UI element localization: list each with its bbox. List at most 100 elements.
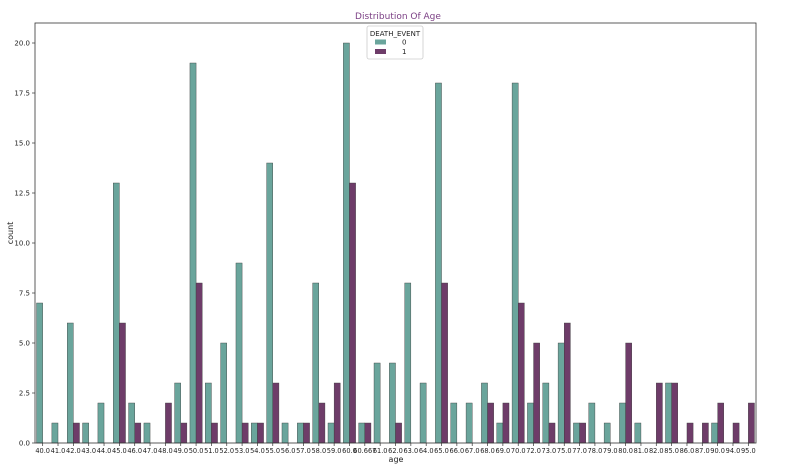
x-tick-label: 42.0 <box>66 447 81 455</box>
x-tick-label: 94.0 <box>726 447 741 455</box>
y-tick-label: 5.0 <box>19 340 30 348</box>
x-tick-label: 54.0 <box>250 447 265 455</box>
x-tick-label: 41.0 <box>51 447 66 455</box>
bar-55.0-series-1 <box>272 382 280 444</box>
chart-title: Distribution Of Age <box>355 12 441 22</box>
bar-48.0-series-1 <box>165 402 172 444</box>
bar-40.0-series-0 <box>36 302 43 444</box>
x-tick-label: 60.0 <box>342 447 357 455</box>
bar-90.0-series-1 <box>717 402 724 444</box>
bar-95.0-series-1 <box>748 402 755 444</box>
x-tick-label: 75.0 <box>557 447 572 455</box>
y-tick-label: 10.0 <box>14 240 30 248</box>
x-tick-label: 59.0 <box>327 447 342 455</box>
bar-69.0-series-1 <box>502 402 510 444</box>
x-tick-label: 46.0 <box>127 447 142 455</box>
x-tick-label: 85.0 <box>664 447 679 455</box>
bar-46.0-series-1 <box>134 422 142 444</box>
bar-78.0-series-0 <box>588 402 596 444</box>
x-tick-label: 80.0 <box>618 447 633 455</box>
x-tick-label: 53.0 <box>235 447 250 455</box>
bar-72.0-series-0 <box>527 402 534 444</box>
bar-58.0-series-0 <box>312 282 320 444</box>
x-tick-label: 70.0 <box>511 447 526 455</box>
bar-53.0-series-0 <box>235 262 243 444</box>
x-tick-label: 58.0 <box>311 447 326 455</box>
x-tick-label: 90.0 <box>710 447 725 455</box>
legend-label-1: 1 <box>402 48 406 56</box>
bar-72.0-series-1 <box>533 342 540 444</box>
x-tick-label: 95.0 <box>741 447 756 455</box>
bar-52.0-series-0 <box>220 342 227 444</box>
bar-59.0-series-1 <box>333 382 341 444</box>
bar-82.0-series-1 <box>656 382 663 444</box>
bar-53.0-series-1 <box>241 422 249 444</box>
bar-70.0-series-0 <box>511 82 519 444</box>
bar-81.0-series-0 <box>634 422 642 444</box>
x-tick-label: 69.0 <box>496 447 511 455</box>
bar-45.0-series-1 <box>119 322 126 444</box>
bar-55.0-series-0 <box>266 162 273 444</box>
bar-70.0-series-1 <box>518 302 525 444</box>
x-tick-label: 65.0 <box>434 447 449 455</box>
x-tick-label: 45.0 <box>112 447 127 455</box>
x-tick-label: 72.0 <box>526 447 541 455</box>
bar-94.0-series-1 <box>732 422 740 444</box>
bar-45.0-series-0 <box>113 182 120 444</box>
x-tick-label: 40.0 <box>35 447 50 455</box>
bar-68.0-series-1 <box>487 402 494 444</box>
x-tick-label: 82.0 <box>649 447 664 455</box>
bar-56.0-series-0 <box>281 422 289 444</box>
legend-title: DEATH_EVENT <box>370 30 421 38</box>
bar-68.0-series-0 <box>481 382 488 444</box>
x-tick-label: 63.0 <box>403 447 418 455</box>
bar-86.0-series-1 <box>686 422 694 444</box>
x-tick-label: 73.0 <box>542 447 557 455</box>
bar-50.0-series-0 <box>189 62 197 444</box>
x-tick-label: 77.0 <box>572 447 587 455</box>
legend-swatch-0 <box>375 39 386 45</box>
y-tick-label: 0.0 <box>19 440 30 448</box>
bar-77.0-series-0 <box>573 422 580 444</box>
bar-77.0-series-1 <box>579 422 586 444</box>
bar-54.0-series-0 <box>251 422 258 444</box>
x-tick-label: 62.0 <box>388 447 403 455</box>
x-tick-label: 56.0 <box>281 447 296 455</box>
x-tick-label: 44.0 <box>97 447 112 455</box>
bar-42.0-series-0 <box>67 322 74 444</box>
x-tick-label: 49.0 <box>173 447 188 455</box>
bar-73.0-series-1 <box>548 422 556 444</box>
x-tick-label: 66.0 <box>450 447 465 455</box>
x-tick-label: 48.0 <box>158 447 173 455</box>
bar-85.0-series-0 <box>665 382 672 444</box>
y-tick-label: 7.5 <box>19 290 30 298</box>
x-tick-label: 52.0 <box>219 447 234 455</box>
y-axis-label: count <box>6 222 15 245</box>
plot-frame <box>34 22 757 444</box>
bar-75.0-series-1 <box>564 322 571 444</box>
bar-90.0-series-0 <box>711 422 718 444</box>
x-tick-label: 78.0 <box>588 447 603 455</box>
x-tick-label: 51.0 <box>204 447 219 455</box>
bar-61.0-series-0 <box>373 362 381 444</box>
bar-66.0-series-0 <box>450 402 458 444</box>
bar-79.0-series-0 <box>603 422 611 444</box>
x-axis: 40.0 41.0 42.0 43.0 44.0 45.0 46.0 47.0 48.0 49.0… <box>35 443 756 455</box>
x-tick-label: 57.0 <box>296 447 311 455</box>
bar-67.0-series-0 <box>465 402 473 444</box>
bar-65.0-series-0 <box>435 82 442 444</box>
x-axis-label: age <box>389 455 404 464</box>
bar-80.0-series-1 <box>625 342 632 444</box>
bar-50.0-series-1 <box>195 282 203 444</box>
bar-49.0-series-1 <box>180 422 188 444</box>
bar-75.0-series-0 <box>557 342 565 444</box>
bar-65.0-series-1 <box>441 282 448 444</box>
bars-layer <box>36 42 755 444</box>
x-tick-label: 55.0 <box>265 447 280 455</box>
bar-54.0-series-1 <box>257 422 264 444</box>
bar-58.0-series-1 <box>318 402 326 444</box>
bar-42.0-series-1 <box>73 422 80 444</box>
y-tick-label: 15.0 <box>14 140 30 148</box>
y-axis: 0.0 2.5 5.0 7.5 10.0 12.5 15.0 17.5 20.0 <box>14 40 35 448</box>
